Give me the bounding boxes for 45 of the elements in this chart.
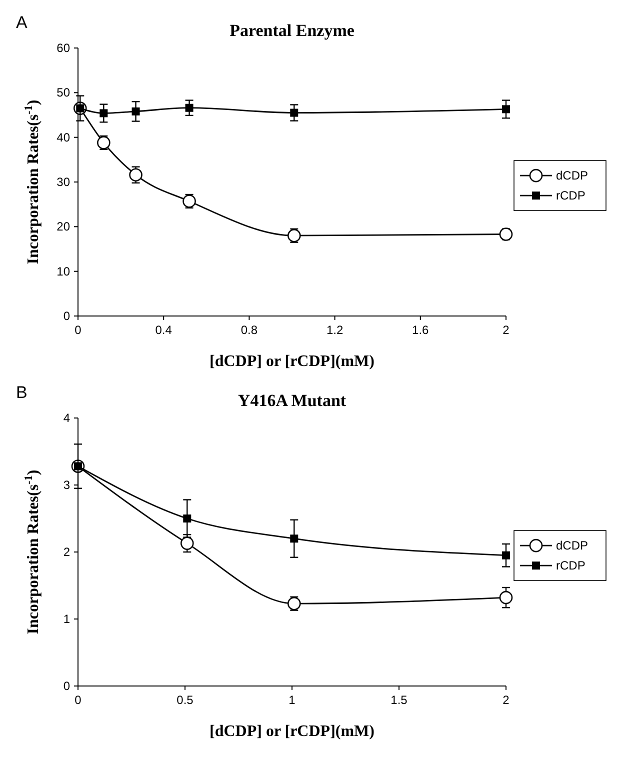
x-tick-label: 0.8 xyxy=(240,323,258,337)
legend-label: dCDP xyxy=(556,538,588,553)
point xyxy=(185,104,194,112)
point xyxy=(290,534,298,543)
point xyxy=(502,105,510,114)
point xyxy=(290,108,298,117)
x-tick-label: 1.2 xyxy=(326,323,344,337)
y-tick-label: 60 xyxy=(56,41,70,55)
y-tick-label: 1 xyxy=(63,612,70,626)
point xyxy=(182,194,196,208)
point xyxy=(287,596,301,610)
y-tick-label: 0 xyxy=(63,679,70,693)
y-tick-label: 0 xyxy=(63,309,70,323)
point xyxy=(499,590,513,604)
x-axis-title: [dCDP] or [rCDP](mM) xyxy=(210,353,374,370)
legend-label: rCDP xyxy=(556,188,586,203)
y-tick-label: 10 xyxy=(56,264,70,278)
chart-title: Y416A Mutant xyxy=(238,391,346,410)
legend-label: rCDP xyxy=(556,558,586,573)
x-axis-title: [dCDP] or [rCDP](mM) xyxy=(210,723,374,740)
x-tick-label: 1 xyxy=(288,693,296,707)
y-tick-label: 20 xyxy=(56,220,70,234)
point xyxy=(183,514,192,522)
y-tick-label: 40 xyxy=(56,130,70,144)
point xyxy=(502,551,510,560)
x-tick-label: 2 xyxy=(502,323,510,337)
point xyxy=(132,107,140,116)
chart-title: Parental Enzyme xyxy=(230,21,355,40)
point xyxy=(287,228,301,242)
x-tick-label: 0.5 xyxy=(176,693,194,707)
text: B xyxy=(16,383,28,402)
point xyxy=(100,109,108,118)
y-tick-label: 50 xyxy=(56,86,70,100)
y-tick-label: 2 xyxy=(63,545,70,559)
x-tick-label: 2 xyxy=(502,693,510,707)
x-tick-label: 1.6 xyxy=(412,323,430,337)
y-tick-label: 30 xyxy=(56,175,70,189)
x-tick-label: 1.5 xyxy=(390,693,408,707)
y-tick-label: 3 xyxy=(63,478,70,492)
text: A xyxy=(16,13,28,32)
x-tick-label: 0.4 xyxy=(155,323,172,337)
y-tick-label: 4 xyxy=(63,411,70,425)
x-tick-label: 0 xyxy=(74,693,82,707)
x-tick-label: 0 xyxy=(74,323,82,337)
legend-label: dCDP xyxy=(556,168,588,183)
